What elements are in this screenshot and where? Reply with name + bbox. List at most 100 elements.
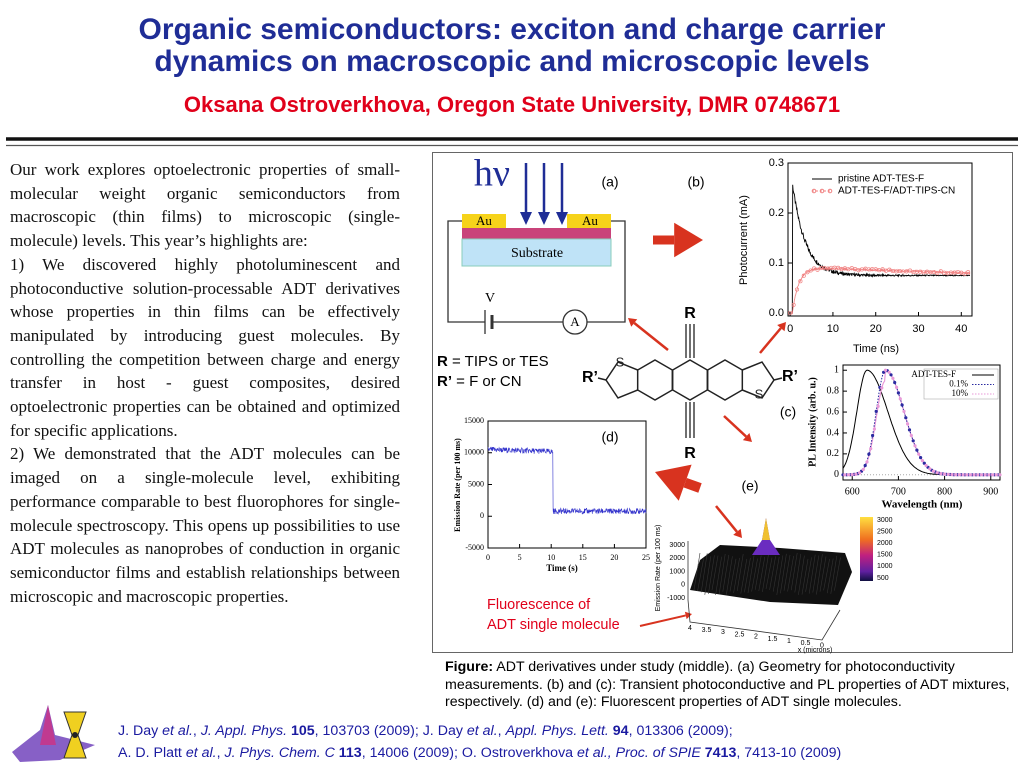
- trace-marker: [961, 473, 965, 477]
- y-tick-label: 0.1: [769, 257, 784, 269]
- arrow-head: [655, 464, 692, 501]
- reference-line: J. Day et al., J. Appl. Phys. 105, 10370…: [118, 720, 841, 742]
- surface-texture: [816, 554, 823, 595]
- trace-marker: [836, 265, 841, 270]
- y-tick-label: 0: [480, 511, 484, 520]
- voltage-label: V: [485, 291, 495, 306]
- x-tick-label: 0: [486, 553, 490, 562]
- electrode-label: Au: [476, 213, 492, 228]
- x-tick-label: 900: [983, 486, 998, 497]
- ring: [636, 359, 674, 401]
- trace-marker: [863, 463, 867, 468]
- surface-texture: [762, 554, 769, 593]
- trace-marker: [976, 473, 980, 477]
- x-tick-label: 15: [579, 553, 587, 562]
- peak: [762, 518, 770, 540]
- trace: [790, 266, 971, 315]
- trace-marker: [896, 391, 901, 395]
- body-text: Our work explores optoelectronic propert…: [10, 158, 400, 608]
- surface-texture: [830, 555, 838, 594]
- z-tick-label: 2000: [669, 555, 685, 562]
- reference-segment: 105: [287, 723, 315, 739]
- film: [462, 228, 611, 239]
- trace-marker: [987, 473, 991, 477]
- trace-marker: [794, 287, 800, 292]
- trace-marker: [946, 472, 950, 476]
- surface-texture: [715, 556, 722, 596]
- trace-marker: [965, 473, 969, 477]
- trace-marker: [865, 460, 869, 464]
- colorbar: [860, 517, 873, 581]
- reference-segment: A. D. Platt: [118, 745, 186, 761]
- trace-marker: [887, 370, 891, 374]
- x-axis-label: Time (ns): [853, 343, 899, 355]
- reference-segment: ,: [497, 723, 506, 739]
- trace-marker: [867, 452, 871, 456]
- surface-texture: [823, 558, 830, 591]
- x-tick-label: 700: [891, 486, 906, 497]
- y-tick-label: 10000: [464, 448, 484, 457]
- surface-texture: [758, 556, 766, 592]
- legend-marker: [811, 188, 817, 194]
- annotation: Fluorescence of: [487, 597, 591, 613]
- x-tick-label: 30: [912, 323, 924, 335]
- trace-marker: [891, 376, 895, 380]
- trace-marker: [843, 473, 847, 477]
- trace-marker: [850, 473, 854, 477]
- electrode: [462, 214, 506, 228]
- x-axis-label: Time (s): [546, 563, 578, 573]
- trace-marker: [887, 267, 892, 272]
- trace-marker: [895, 385, 899, 389]
- legend-label: 0.1%: [949, 379, 968, 389]
- trace-marker: [869, 447, 873, 451]
- legend-label: ADT-TES-F/ADT-TIPS-CN: [838, 186, 955, 197]
- trace-marker: [924, 463, 928, 468]
- pointer-arrow: [759, 327, 782, 354]
- trace-marker: [898, 397, 902, 401]
- trace-marker: [791, 302, 796, 307]
- x-tick-label: 0: [820, 642, 824, 649]
- x-tick-label: 1: [787, 638, 791, 645]
- x-tick-label: 0.5: [801, 640, 811, 647]
- ring: [706, 359, 744, 401]
- reference-line: A. D. Platt et al., J. Phys. Chem. C 113…: [118, 742, 841, 764]
- caption-lead: Figure:: [445, 659, 494, 675]
- trace-marker: [861, 467, 865, 472]
- trace-marker: [846, 473, 851, 477]
- arrow-head: [733, 528, 742, 538]
- reference-segment: et al.,: [577, 745, 612, 761]
- trace-marker: [950, 473, 954, 477]
- trace-marker: [805, 270, 810, 275]
- trace-marker: [928, 467, 932, 471]
- surface-texture: [693, 552, 701, 591]
- trace-marker: [798, 279, 803, 284]
- surface-texture: [733, 557, 740, 593]
- z-tick-label: 1000: [669, 568, 685, 575]
- y-tick-label: 1: [834, 365, 839, 376]
- pointer-arrow: [633, 322, 669, 351]
- reference-segment: , 103703 (2009); J. Day: [314, 723, 467, 739]
- reference-segment: ,: [216, 745, 225, 761]
- trace-marker: [935, 471, 939, 475]
- x-tick-label: 3.5: [702, 627, 712, 634]
- reference-segment: Appl. Phys. Lett.: [505, 723, 609, 739]
- y-tick-label: 0.2: [827, 448, 840, 459]
- x-tick-label: 20: [870, 323, 882, 335]
- title-line: Organic semiconductors: exciton and char…: [138, 13, 886, 46]
- reference-segment: , 7413-10 (2009): [736, 745, 842, 761]
- trace-marker: [935, 271, 940, 276]
- label: (b): [687, 174, 704, 190]
- surface-texture: [747, 555, 755, 594]
- y-tick-label: 0: [834, 469, 839, 480]
- trace-marker: [983, 473, 987, 477]
- y-tick-label: -5000: [465, 543, 484, 552]
- x-axis-label: x (microns): [798, 647, 833, 654]
- y-axis-label: PL Intensity (arb. u.): [807, 377, 818, 467]
- x-tick-label: 10: [827, 323, 839, 335]
- plot-frame: [487, 420, 647, 549]
- definition-text: = TIPS or TES: [448, 353, 549, 370]
- caption: Figure: ADT derivatives under study (mid…: [445, 659, 1023, 712]
- definition: R’ = F or CN: [437, 373, 522, 390]
- trace: [790, 184, 971, 314]
